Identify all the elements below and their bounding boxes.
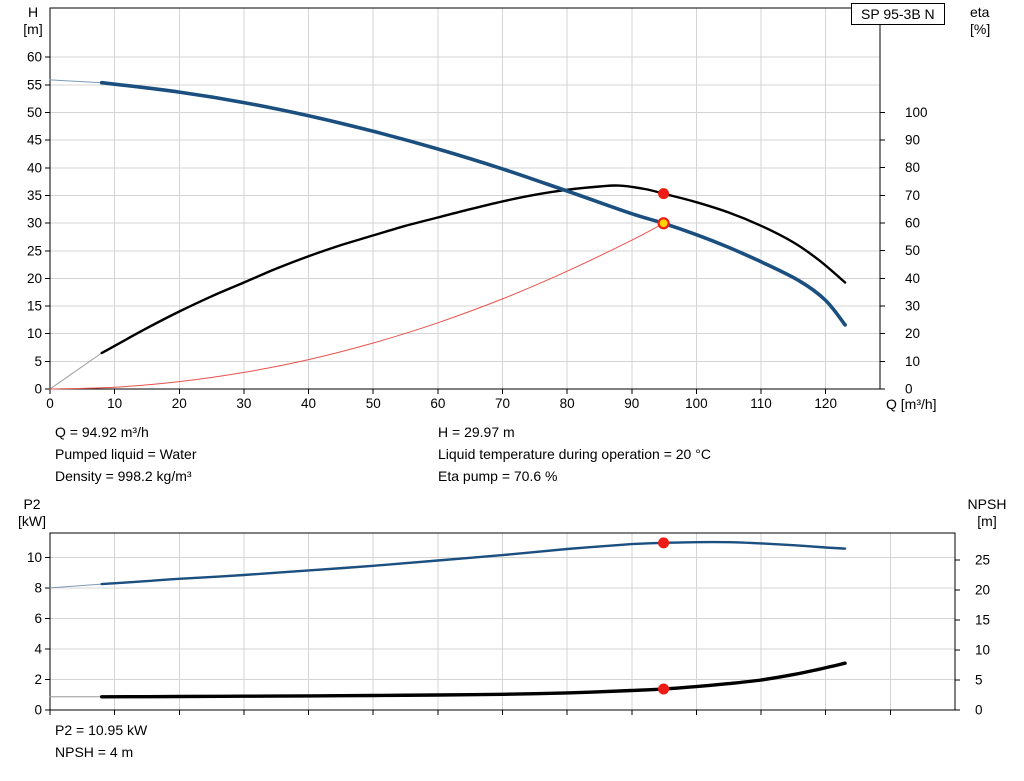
- p2-value-text: P2 = 10.95 kW: [55, 722, 148, 738]
- efficiency-duty-marker: [658, 188, 670, 200]
- duty-head-text: H = 29.97 m: [438, 424, 515, 440]
- npsh-axis-unit: [m]: [977, 513, 997, 529]
- efficiency-curve-lead: [49, 352, 103, 390]
- efficiency-curve: [100, 184, 847, 355]
- left-axis-tick-label: 10: [27, 326, 42, 341]
- eta-pump-text: Eta pump = 70.6 %: [438, 468, 558, 484]
- x-axis-tick-label: 30: [236, 396, 251, 411]
- left-axis-tick-label: 40: [27, 160, 42, 175]
- left-axis-tick-label: 20: [27, 271, 42, 286]
- p2-axis-name: P2: [23, 496, 41, 512]
- left-axis-tick-label: 60: [27, 50, 42, 65]
- eta-axis-unit: [%]: [970, 21, 991, 37]
- left-axis-tick-label: 6: [34, 611, 42, 626]
- right-axis-tick-label: 15: [975, 613, 990, 628]
- left-axis-tick-label: 10: [27, 550, 42, 565]
- duty-point-marker: [657, 217, 670, 230]
- head-axis-title: H [m]: [16, 4, 50, 38]
- x-axis-tick-label: 90: [624, 396, 639, 411]
- right-axis-tick-label: 90: [905, 132, 920, 147]
- p2-axis-title: P2 [kW]: [10, 496, 54, 530]
- right-axis-tick-label: 80: [905, 160, 920, 175]
- x-axis-tick-label: 80: [560, 396, 575, 411]
- npsh-axis-name: NPSH: [967, 496, 1007, 512]
- right-axis-tick-label: 10: [975, 643, 990, 658]
- left-axis-tick-label: 45: [27, 133, 42, 148]
- eta-axis-name: eta: [970, 4, 990, 20]
- right-axis-tick-label: 20: [975, 583, 990, 598]
- npsh-axis-title: NPSH [m]: [958, 496, 1016, 530]
- head-axis-name: H: [27, 4, 39, 20]
- duty-info-left: Q = 94.92 m³/h Pumped liquid = Water Den…: [55, 421, 197, 487]
- right-axis-tick-label: 25: [975, 553, 990, 568]
- left-axis-tick-label: 55: [27, 77, 42, 92]
- x-axis-tick-label: 60: [430, 396, 445, 411]
- left-axis-tick-label: 8: [34, 580, 42, 595]
- left-axis-tick-label: 5: [34, 354, 42, 369]
- plot-border: [49, 7, 881, 390]
- x-axis-tick-label: 20: [172, 396, 187, 411]
- liquid-temperature-text: Liquid temperature during operation = 20…: [438, 446, 711, 462]
- pump-type-label: SP 95-3B N: [851, 3, 945, 25]
- x-axis-tick-label: 10: [107, 396, 122, 411]
- right-axis-tick-label: 0: [975, 703, 983, 718]
- left-axis-tick-label: 0: [34, 382, 42, 397]
- left-axis-tick-label: 30: [27, 216, 42, 231]
- right-axis-tick-label: 10: [905, 354, 920, 369]
- eta-axis-title: eta [%]: [970, 4, 1014, 38]
- duty-info-right: H = 29.97 m Liquid temperature during op…: [438, 421, 711, 487]
- left-axis-tick-label: 4: [34, 641, 42, 656]
- left-axis-tick-label: 2: [34, 672, 42, 687]
- head-axis-unit: [m]: [23, 21, 43, 37]
- npsh-duty-marker: [658, 683, 670, 695]
- right-axis-tick-label: 30: [905, 298, 920, 313]
- duty-flow-text: Q = 94.92 m³/h: [55, 424, 149, 440]
- p2-axis-unit: [kW]: [18, 513, 46, 529]
- flow-axis-title: Q [m³/h]: [886, 396, 937, 412]
- left-axis-tick-label: 35: [27, 188, 42, 203]
- right-axis-tick-label: 0: [905, 382, 913, 397]
- right-axis-tick-label: 5: [975, 673, 983, 688]
- x-axis-tick-label: 100: [685, 396, 708, 411]
- npsh-value-text: NPSH = 4 m: [55, 744, 134, 760]
- left-axis-tick-label: 25: [27, 243, 42, 258]
- left-axis-tick-label: 0: [34, 703, 42, 718]
- density-text: Density = 998.2 kg/m³: [55, 468, 192, 484]
- x-axis-tick-label: 40: [301, 396, 316, 411]
- right-axis-tick-label: 70: [905, 188, 920, 203]
- npsh-curve: [100, 661, 847, 699]
- right-axis-tick-label: 40: [905, 271, 920, 286]
- p2-curve-lead: [49, 583, 103, 589]
- system-curve: [49, 222, 665, 390]
- power-info: P2 = 10.95 kW NPSH = 4 m: [55, 719, 147, 763]
- right-axis-tick-label: 20: [905, 326, 920, 341]
- head-curve: [99, 80, 847, 327]
- x-axis-tick-label: 120: [814, 396, 837, 411]
- left-axis-tick-label: 50: [27, 105, 42, 120]
- p2-duty-marker: [658, 537, 670, 549]
- x-axis-tick-label: 110: [750, 396, 772, 411]
- right-axis-tick-label: 60: [905, 215, 920, 230]
- x-axis-tick-label: 70: [495, 396, 510, 411]
- right-axis-tick-label: 50: [905, 243, 920, 258]
- x-axis-tick-label: 0: [46, 396, 54, 411]
- right-axis-tick-label: 100: [905, 105, 928, 120]
- pumped-liquid-text: Pumped liquid = Water: [55, 446, 197, 462]
- x-axis-tick-label: 50: [366, 396, 381, 411]
- head-curve-lead: [49, 79, 103, 84]
- p2-curve: [100, 540, 847, 586]
- left-axis-tick-label: 15: [27, 299, 42, 314]
